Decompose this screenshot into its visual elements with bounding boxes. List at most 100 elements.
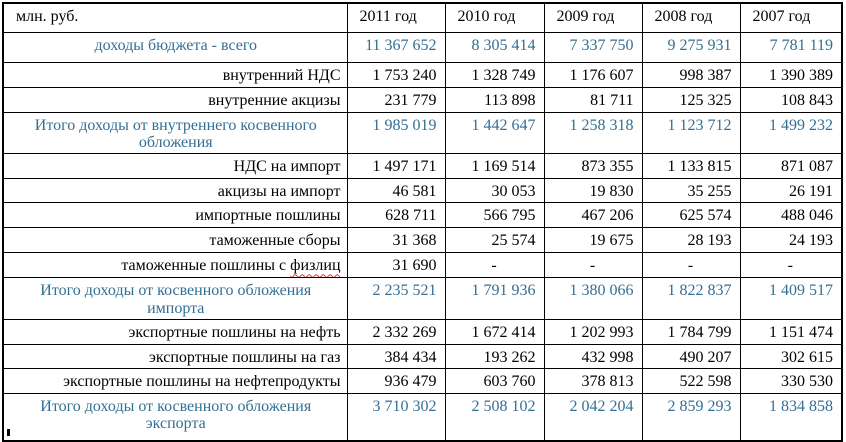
table-row: экспортные пошлины на нефть 2 332 269 1 67… (2, 318, 843, 345)
value-cell[interactable]: 873 355 (543, 153, 643, 180)
value-cell[interactable]: 2 508 102 (444, 393, 545, 442)
row-label-cell[interactable]: таможенные пошлины с физлиц (2, 252, 348, 279)
value-cell[interactable]: 31 368 (346, 227, 446, 254)
value-cell[interactable]: - (739, 252, 843, 279)
value-cell[interactable]: 490 207 (641, 343, 741, 370)
value-cell[interactable]: 7 337 750 (543, 31, 643, 63)
value-cell[interactable]: 1 499 232 (739, 111, 843, 155)
value-cell[interactable]: 28 193 (641, 227, 741, 254)
row-label-cell[interactable]: экспортные пошлины на нефть (2, 318, 348, 345)
value-cell[interactable]: 330 530 (739, 368, 843, 395)
table-row: внутренние акцизы 231 779 113 898 81 711 125… (2, 86, 843, 113)
value-cell[interactable]: 81 711 (543, 86, 643, 113)
value-cell[interactable]: 1 834 858 (739, 393, 843, 442)
row-label-cell[interactable]: экспортные пошлины на нефтепродукты (2, 368, 348, 395)
year-header-cell-2010[interactable]: 2010 год (444, 2, 545, 33)
row-label-cell[interactable]: экспортные пошлины на газ (2, 343, 348, 370)
value-cell[interactable]: 31 690 (346, 252, 446, 279)
value-cell[interactable]: - (444, 252, 545, 279)
row-label-cell-total[interactable]: Итого доходы от косвенного обложения имп… (2, 277, 348, 320)
value-cell[interactable]: 1 791 936 (444, 277, 545, 320)
value-cell[interactable]: - (641, 252, 741, 279)
value-cell[interactable]: 9 275 931 (641, 31, 741, 63)
value-cell[interactable]: 113 898 (444, 86, 545, 113)
value-cell[interactable]: 467 206 (543, 202, 643, 229)
value-cell[interactable]: 35 255 (641, 178, 741, 204)
row-label-cell[interactable]: НДС на импорт (2, 153, 348, 180)
value-cell[interactable]: 1 985 019 (346, 111, 446, 155)
row-label-cell[interactable]: таможенные сборы (2, 227, 348, 254)
table-row: таможенные сборы 31 368 25 574 19 675 28 193… (2, 227, 843, 254)
value-cell[interactable]: 1 672 414 (444, 318, 545, 345)
row-label-cell[interactable]: внутренние акцизы (2, 86, 348, 113)
value-cell[interactable]: 1 133 815 (641, 153, 741, 180)
table-row-total: Итого доходы от косвенного обложения экс… (2, 393, 843, 442)
value-cell[interactable]: 488 046 (739, 202, 843, 229)
value-cell[interactable]: 1 753 240 (346, 61, 446, 88)
value-cell[interactable]: 1 176 607 (543, 61, 643, 88)
value-cell[interactable]: 193 262 (444, 343, 545, 370)
value-cell[interactable]: 231 779 (346, 86, 446, 113)
value-cell[interactable]: 1 202 993 (543, 318, 643, 345)
value-cell[interactable]: 1 442 647 (444, 111, 545, 155)
year-header-cell-2008[interactable]: 2008 год (641, 2, 741, 33)
year-header-cell-2009[interactable]: 2009 год (543, 2, 643, 33)
value-cell[interactable]: 432 998 (543, 343, 643, 370)
value-cell[interactable]: 1 151 474 (739, 318, 843, 345)
value-cell[interactable]: 378 813 (543, 368, 643, 395)
table-row-total: Итого доходы от внутреннего косвенного о… (2, 111, 843, 155)
value-cell[interactable]: 1 169 514 (444, 153, 545, 180)
value-cell[interactable]: 25 574 (444, 227, 545, 254)
value-cell[interactable]: 26 191 (739, 178, 843, 204)
value-cell[interactable]: - (543, 252, 643, 279)
row-label-cell[interactable]: акцизы на импорт (2, 178, 348, 204)
value-cell[interactable]: 628 711 (346, 202, 446, 229)
table-row: импортные пошлины 628 711 566 795 467 206 62… (2, 202, 843, 229)
value-cell[interactable]: 522 598 (641, 368, 741, 395)
row-label-cell-total[interactable]: Итого доходы от внутреннего косвенного о… (2, 111, 348, 155)
value-cell[interactable]: 30 053 (444, 178, 545, 204)
value-cell[interactable]: 998 387 (641, 61, 741, 88)
unit-header-cell[interactable]: млн. руб. (2, 2, 348, 33)
value-cell[interactable]: 46 581 (346, 178, 446, 204)
value-cell[interactable]: 108 843 (739, 86, 843, 113)
value-cell[interactable]: 1 390 389 (739, 61, 843, 88)
row-label-cell-total[interactable]: Итого доходы от косвенного обложения экс… (2, 393, 348, 442)
value-cell[interactable]: 1 380 066 (543, 277, 643, 320)
value-cell[interactable]: 1 784 799 (641, 318, 741, 345)
value-cell[interactable]: 566 795 (444, 202, 545, 229)
value-cell[interactable]: 2 859 293 (641, 393, 741, 442)
value-cell[interactable]: 24 193 (739, 227, 843, 254)
year-header-cell-2011[interactable]: 2011 год (346, 2, 446, 33)
table-body: доходы бюджета - всего 11 367 652 8 305 41… (2, 31, 843, 442)
value-cell[interactable]: 1 258 318 (543, 111, 643, 155)
value-cell[interactable]: 1 497 171 (346, 153, 446, 180)
value-cell[interactable]: 1 328 749 (444, 61, 545, 88)
table-row: внутренний НДС 1 753 240 1 328 749 1 176 60… (2, 61, 843, 88)
value-cell[interactable]: 7 781 119 (739, 31, 843, 63)
row-label-cell[interactable]: внутренний НДС (2, 61, 348, 88)
value-cell[interactable]: 2 042 204 (543, 393, 643, 442)
value-cell[interactable]: 19 830 (543, 178, 643, 204)
row-label-cell[interactable]: импортные пошлины (2, 202, 348, 229)
value-cell[interactable]: 384 434 (346, 343, 446, 370)
table-row-total: Итого доходы от косвенного обложения имп… (2, 277, 843, 320)
value-cell[interactable]: 625 574 (641, 202, 741, 229)
value-cell[interactable]: 125 325 (641, 86, 741, 113)
value-cell[interactable]: 1 123 712 (641, 111, 741, 155)
value-cell[interactable]: 603 760 (444, 368, 545, 395)
value-cell[interactable]: 8 305 414 (444, 31, 545, 63)
value-cell[interactable]: 2 235 521 (346, 277, 446, 320)
value-cell[interactable]: 1 409 517 (739, 277, 843, 320)
value-cell[interactable]: 936 479 (346, 368, 446, 395)
year-header-cell-2007[interactable]: 2007 год (739, 2, 843, 33)
value-cell[interactable]: 302 615 (739, 343, 843, 370)
value-cell[interactable]: 19 675 (543, 227, 643, 254)
row-label-cell-total[interactable]: доходы бюджета - всего (2, 31, 348, 63)
value-cell[interactable]: 871 087 (739, 153, 843, 180)
value-cell[interactable]: 11 367 652 (346, 31, 446, 63)
value-cell[interactable]: 2 332 269 (346, 318, 446, 345)
value-cell[interactable]: 3 710 302 (346, 393, 446, 442)
value-cell[interactable]: 1 822 837 (641, 277, 741, 320)
